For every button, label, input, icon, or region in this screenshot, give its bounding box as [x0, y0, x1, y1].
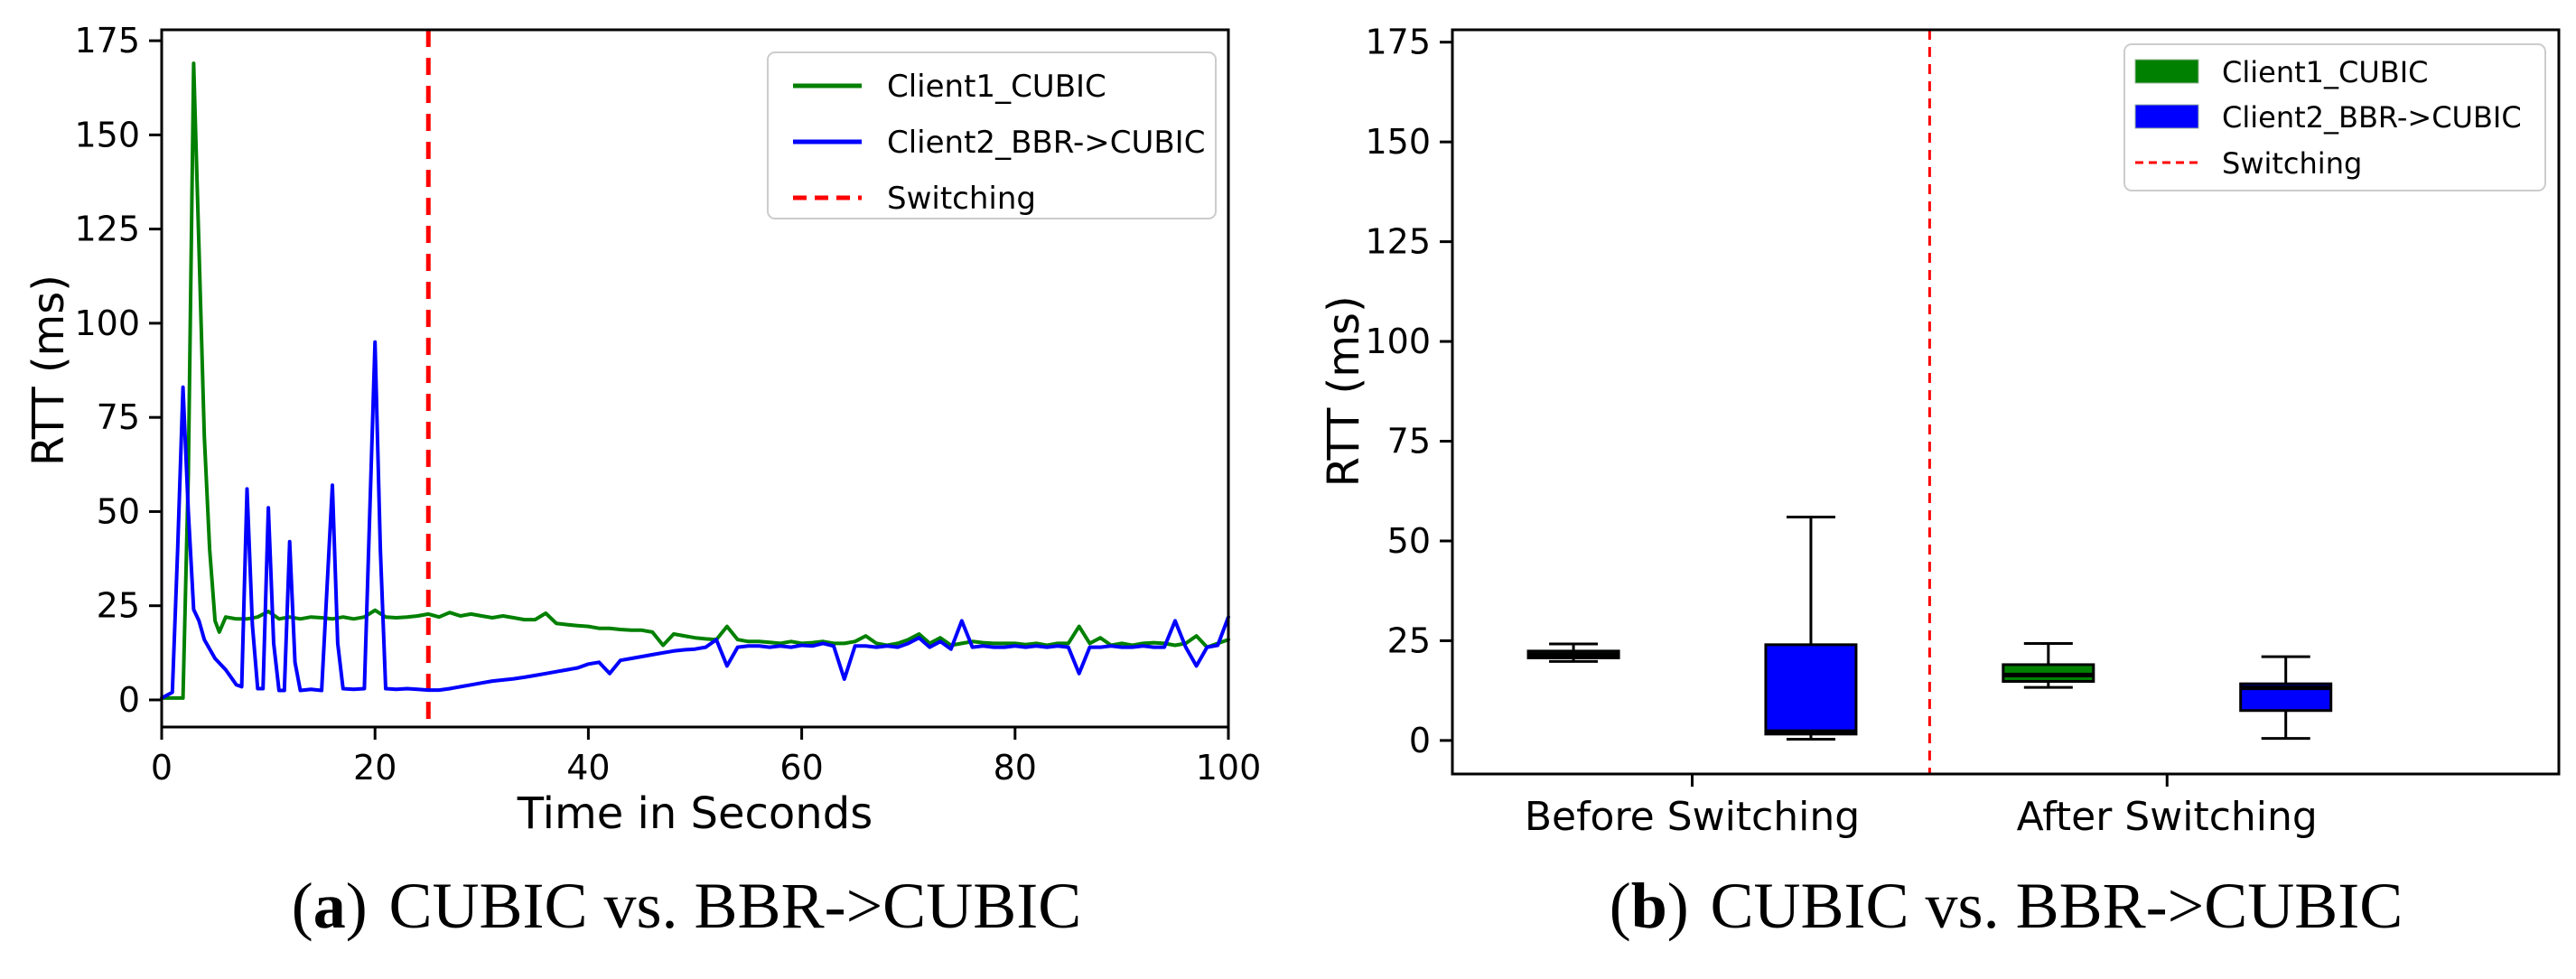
group-tick-label: After Switching: [2017, 794, 2318, 840]
caption-a-open-paren: (: [291, 870, 313, 942]
caption-b: (b) CUBIC vs. BBR->CUBIC: [1364, 856, 2576, 956]
caption-b-letter: b: [1630, 870, 1667, 942]
y-axis-label: RTT (ms): [1319, 295, 1369, 487]
y-tick-label: 25: [1387, 620, 1431, 660]
x-tick-label: 100: [1196, 748, 1262, 788]
series-line-1: [160, 340, 1230, 700]
caption-a: (a) CUBIC vs. BBR->CUBIC: [41, 856, 1332, 956]
x-axis-label: Time in Seconds: [517, 788, 873, 839]
y-tick-label: 50: [1387, 521, 1431, 561]
line-chart-rtt-vs-time: 0 20 40 60 80 100 0 25 50 75 100 125 150 175 Time in S…: [23, 21, 1262, 839]
legend-label-1: Client2_BBR->CUBIC: [2222, 100, 2522, 135]
legend-label-0: Client1_CUBIC: [887, 69, 1106, 105]
y-tick-label: 150: [74, 115, 140, 154]
x-tick-label: 80: [994, 748, 1037, 788]
y-tick-label: 175: [74, 21, 140, 61]
legend-swatch-0: [2134, 59, 2199, 84]
series-line-0: [160, 61, 1230, 700]
legend-swatch-1: [2134, 104, 2199, 129]
legend-label-2: Switching: [2222, 146, 2362, 181]
y-tick-label: 75: [97, 397, 140, 437]
y-axis-label: RTT (ms): [23, 275, 74, 466]
plot-border: [1451, 28, 2561, 776]
caption-b-text: CUBIC vs. BBR->CUBIC: [1710, 870, 2403, 942]
caption-b-open-paren: (: [1609, 870, 1631, 942]
y-tick-label: 0: [118, 680, 140, 720]
legend-label-0: Client1_CUBIC: [2222, 55, 2429, 89]
boxplot-chart-rtt: 0 25 50 75 100 125 150 175 Before Switching After…: [1319, 23, 2561, 840]
plot-border: [160, 28, 1230, 729]
y-tick-label: 100: [74, 303, 140, 343]
legend-box: [767, 51, 1217, 219]
y-tick-label: 0: [1409, 721, 1431, 760]
x-tick-label: 0: [151, 748, 173, 788]
x-tick-label: 40: [566, 748, 610, 788]
caption-a-text: CUBIC vs. BBR->CUBIC: [388, 870, 1082, 942]
y-tick-label: 125: [1365, 222, 1431, 262]
x-tick-label: 20: [353, 748, 397, 788]
y-tick-label: 150: [1365, 122, 1431, 162]
y-tick-label: 50: [97, 491, 140, 531]
x-tick-label: 60: [779, 748, 823, 788]
y-tick-label: 125: [74, 210, 140, 249]
legend-label-2: Switching: [887, 181, 1036, 217]
caption-a-close-paren: ): [345, 870, 368, 942]
group-tick-label: Before Switching: [1525, 794, 1860, 840]
y-tick-label: 175: [1365, 23, 1431, 62]
legend-box: [2123, 43, 2546, 191]
y-tick-label: 25: [97, 586, 140, 626]
legend-label-1: Client2_BBR->CUBIC: [887, 125, 1205, 161]
caption-b-close-paren: ): [1666, 870, 1689, 942]
box-1: [1764, 643, 1858, 736]
y-tick-label: 100: [1365, 322, 1431, 361]
y-tick-label: 75: [1387, 422, 1431, 462]
caption-a-letter: a: [313, 870, 346, 942]
